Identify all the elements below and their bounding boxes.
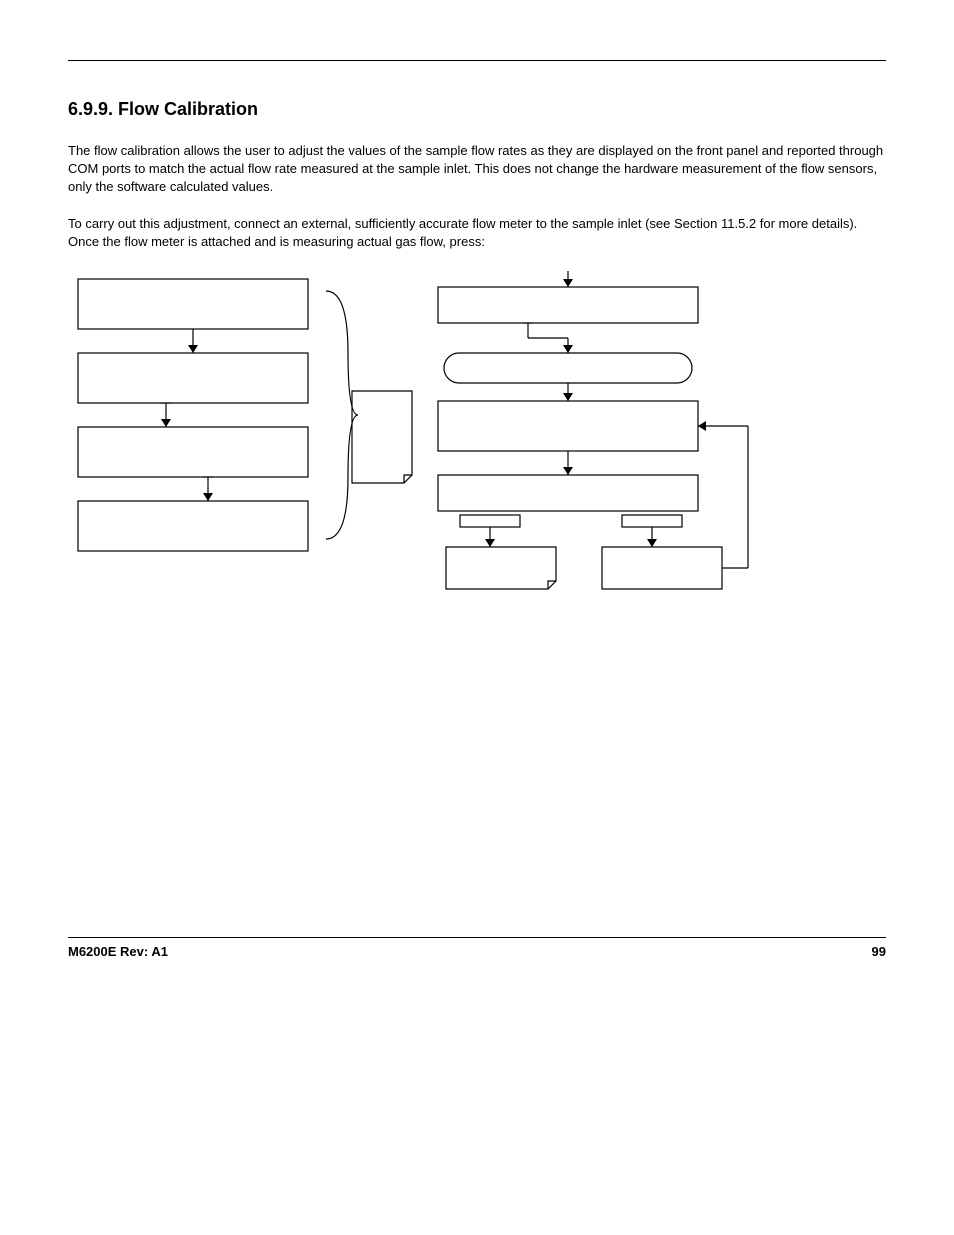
paragraph-1: The flow calibration allows the user to …: [68, 142, 886, 197]
page-footer: M6200E Rev: A1 99: [68, 937, 886, 959]
footer-page-number: 99: [872, 944, 886, 959]
section-heading: 6.9.9. Flow Calibration: [68, 99, 886, 120]
paragraph-2: To carry out this adjustment, connect an…: [68, 215, 886, 251]
flowchart-svg: [68, 271, 886, 611]
flowchart: [68, 271, 886, 611]
footer-left: M6200E Rev: A1: [68, 944, 168, 959]
top-rule: [68, 60, 886, 61]
